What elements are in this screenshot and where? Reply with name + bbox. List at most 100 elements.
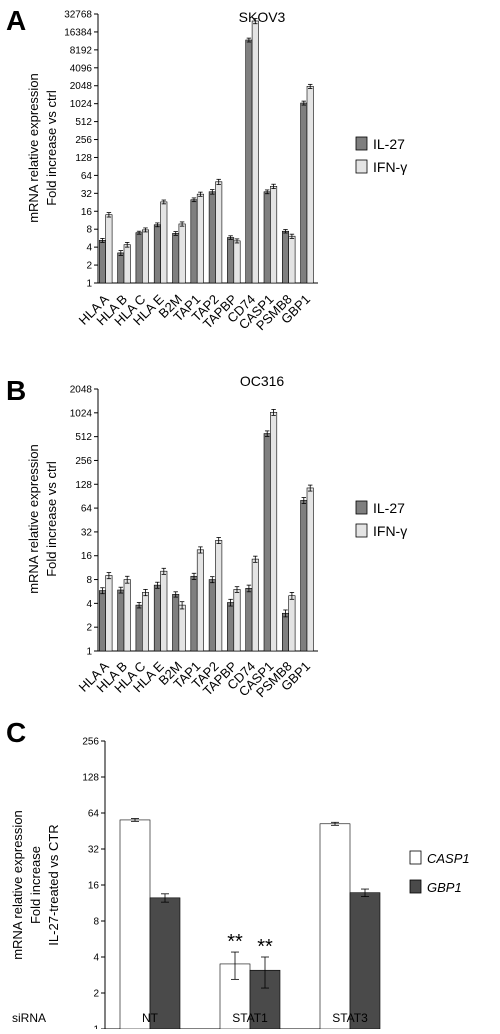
panel-a-legend-swatch (355, 136, 368, 151)
panel-a-ytick-label: 2048 (70, 81, 93, 92)
panel-a-bar-ifn (233, 240, 241, 284)
panel-a-bar-ifn (178, 223, 186, 284)
panel-b-title: OC316 (240, 373, 285, 389)
panel-b-ytick-label: 1024 (70, 408, 93, 419)
panel-c-bar-gbp1 (349, 892, 381, 1030)
panel-c-ylabel-line: mRNA relative expression (10, 810, 25, 960)
panel-a-ytick-label: 8192 (70, 45, 93, 56)
panel-b-letter: B (6, 375, 26, 406)
panel-b-ytick-label: 2 (86, 623, 92, 634)
panel-a-bar-il27 (281, 230, 289, 284)
panel-b-ytick-label: 256 (75, 456, 92, 467)
panel-b-bar-ifn (178, 604, 186, 652)
panel-b-ytick-label: 64 (81, 504, 93, 515)
panel-c-category-label: STAT1 (232, 1011, 268, 1025)
panel-a-bar-il27 (190, 199, 198, 284)
panel-c-legend-label: GBP1 (427, 880, 462, 895)
panel-a-bar-ifn (196, 193, 204, 284)
panel-c-ylabel-line: Fold increase (28, 846, 43, 924)
panel-a-bar-il27 (245, 39, 253, 284)
panel-b-bar-il27 (208, 579, 216, 652)
panel-c-ytick-label: 128 (82, 773, 99, 784)
panel-b-bar-il27 (153, 584, 161, 652)
panel-b-bar-ifn (105, 575, 113, 652)
panel-a-ytick-label: 64 (81, 171, 93, 182)
panel-a-bar-ifn (142, 229, 150, 284)
panel-b-bar-il27 (281, 612, 289, 652)
panel-b-ytick-label: 512 (75, 432, 92, 443)
panel-b-ylabel-line: mRNA relative expression (26, 444, 41, 594)
panel-c-ytick-label: 256 (82, 737, 99, 748)
panel-b-ytick-label: 2048 (70, 385, 93, 396)
panel-c-ytick-label: 2 (93, 989, 99, 1000)
panel-b-legend-swatch (355, 500, 368, 515)
panel-c-letter: C (6, 717, 26, 748)
panel-b-ytick-label: 16 (81, 551, 93, 562)
panel-b-bar-ifn (215, 540, 223, 652)
panel-a-bar-il27 (227, 237, 235, 284)
panel-b-bar-il27 (117, 589, 125, 652)
panel-a-letter: A (6, 5, 26, 36)
panel-a-bar-ifn (306, 86, 314, 284)
panel-a-bar-il27 (263, 191, 271, 284)
panel-a-bar-ifn (288, 235, 296, 284)
panel-b-ylabel-line: Fold increase vs ctrl (44, 461, 59, 577)
panel-a-ytick-label: 512 (75, 117, 92, 128)
panel-b-legend-label: IFN-γ (373, 523, 407, 539)
panel-c-significance-marker: ** (257, 936, 273, 958)
panel-b-ytick-label: 128 (75, 480, 92, 491)
panel-a-bar-il27 (172, 233, 180, 284)
panel-b-bar-il27 (300, 500, 308, 652)
panel-a-bar-il27 (300, 102, 308, 284)
panel-b-bar-ifn (288, 595, 296, 652)
panel-a-bar-il27 (153, 224, 161, 284)
panel-c-ylabel-line: IL-27-treated vs CTR (46, 824, 61, 945)
panel-b-bar-il27 (245, 588, 253, 652)
panel-b-bar-ifn (160, 570, 168, 652)
panel-b-ytick-label: 1 (86, 647, 92, 658)
panel-a-ytick-label: 1024 (70, 99, 93, 110)
panel-b-bar-ifn (196, 549, 204, 652)
panel-a-ytick-label: 256 (75, 135, 92, 146)
panel-b-legend-label: IL-27 (373, 500, 405, 516)
panel-c-ytick-label: 32 (88, 845, 100, 856)
panel-c-legend-label: CASP1 (427, 851, 470, 866)
panel-a-bar-ifn (105, 214, 113, 284)
panel-a-bar-ifn (251, 20, 259, 284)
panel-a-title: SKOV3 (239, 9, 286, 25)
panel-a-bar-il27 (117, 252, 125, 284)
panel-b-bar-ifn (123, 579, 131, 652)
panel-a-ytick-label: 8 (86, 225, 92, 236)
panel-b-bar-il27 (190, 575, 198, 652)
panel-a-bar-ifn (215, 181, 223, 284)
panel-a-bar-ifn (160, 201, 168, 284)
panel-c-ytick-label: 4 (93, 953, 99, 964)
panel-c-legend-swatch (409, 850, 422, 865)
panel-a-bar-ifn (270, 185, 278, 284)
panel-b-bar-il27 (135, 604, 143, 652)
panel-a-ytick-label: 4096 (70, 63, 93, 74)
panel-c-category-label: STAT3 (332, 1011, 368, 1025)
panel-a-bar-il27 (135, 232, 143, 284)
panel-a-ytick-label: 16384 (64, 27, 92, 38)
panel-a-ytick-label: 4 (86, 243, 92, 254)
panel-a-ylabel-line: mRNA relative expression (26, 73, 41, 223)
panel-b-ytick-label: 8 (86, 575, 92, 586)
panel-b-ytick-label: 32 (81, 527, 93, 538)
panel-c-bar-casp1 (319, 823, 351, 1030)
panel-b-bar-ifn (233, 589, 241, 652)
panel-b-bar-il27 (99, 590, 107, 652)
panel-a-ytick-label: 32768 (64, 10, 92, 21)
panel-c-bar-casp1 (119, 819, 151, 1030)
panel-a-bar-il27 (99, 240, 107, 284)
panel-b-bar-ifn (251, 558, 259, 652)
panel-c-ytick-label: 64 (88, 809, 100, 820)
panel-a-ytick-label: 16 (81, 207, 93, 218)
panel-b-bar-ifn (270, 411, 278, 652)
panel-a-legend-swatch (355, 159, 368, 174)
panel-b-bar-il27 (263, 433, 271, 652)
panel-c-x-prefix: siRNA (12, 1011, 46, 1025)
panel-c-ytick-label: 1 (93, 1025, 99, 1030)
